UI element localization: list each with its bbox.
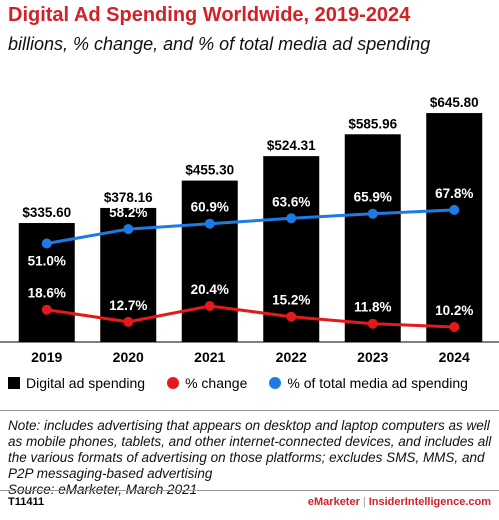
bar-value-label: $335.60: [22, 205, 71, 220]
change-point: [123, 316, 134, 327]
share-line: [46, 208, 455, 245]
change-point: [449, 322, 460, 332]
divider: [0, 410, 499, 411]
change-data-label: 12.7%: [109, 298, 147, 313]
share-data-label: 67.8%: [435, 186, 473, 201]
x-tick-label: 2021: [194, 349, 225, 365]
note-text: Note: includes advertising that appears …: [8, 418, 492, 481]
change-point: [204, 301, 215, 311]
share-point: [123, 224, 134, 235]
chart-id: T11411: [8, 496, 45, 508]
brand-insider: InsiderIntelligence.com: [368, 496, 491, 508]
bar-value-label: $585.96: [348, 116, 397, 131]
legend-swatch-bar: [8, 377, 20, 389]
source-text: Source: eMarketer, March 2021: [8, 482, 198, 497]
change-point: [41, 304, 52, 315]
change-point: [367, 318, 378, 329]
share-data-label: 51.0%: [28, 254, 66, 269]
share-point: [449, 204, 460, 215]
share-data-label: 60.9%: [191, 200, 229, 215]
share-data-label: 63.6%: [272, 194, 310, 209]
change-data-label: 15.2%: [272, 293, 310, 308]
bar-2024: [426, 113, 483, 342]
x-tick-label: 2023: [357, 349, 388, 365]
change-line: [46, 304, 455, 329]
legend-label: % of total media ad spending: [287, 375, 468, 391]
bar-value-label: $524.31: [267, 138, 316, 153]
bar-2022: [263, 156, 320, 342]
legend-item-change: % change: [167, 375, 247, 391]
chart-title: Digital Ad Spending Worldwide, 2019-2024: [8, 4, 411, 26]
x-tick-label: 2024: [439, 349, 470, 365]
share-data-label: 65.9%: [354, 190, 392, 205]
bar-value-label: $378.16: [104, 190, 153, 205]
chart-subtitle: billions, % change, and % of total media…: [8, 34, 431, 54]
change-data-label: 20.4%: [191, 282, 229, 297]
legend-item-digital-ad-spending: Digital ad spending: [8, 375, 145, 391]
share-data-label: 58.2%: [109, 205, 147, 220]
x-tick-label: 2022: [276, 349, 307, 365]
legend: Digital ad spending % change % of total …: [8, 374, 490, 392]
change-data-label: 18.6%: [28, 286, 66, 301]
brand-emarketer: eMarketer: [307, 496, 360, 508]
brand-separator: |: [362, 496, 366, 508]
change-point: [286, 311, 297, 322]
change-data-label: 10.2%: [435, 303, 473, 318]
bar-value-label: $455.30: [185, 163, 234, 178]
chart-note: Note: includes advertising that appears …: [8, 418, 493, 498]
legend-item-share: % of total media ad spending: [269, 375, 468, 391]
legend-swatch-share: [269, 377, 282, 389]
legend-swatch-change: [167, 377, 180, 389]
chart-area: $335.60 $378.16 $455.30 $524.31 $585.96 $645.…: [0, 95, 499, 365]
share-point: [367, 208, 378, 219]
legend-label: % change: [185, 375, 248, 391]
divider: [0, 490, 499, 491]
brand-credit: eMarketer | InsiderIntelligence.com: [308, 496, 491, 508]
change-data-label: 11.8%: [354, 300, 392, 315]
bar-2023: [344, 134, 401, 342]
share-point: [41, 238, 52, 249]
bar-2021: [181, 180, 238, 342]
legend-label: Digital ad spending: [26, 375, 146, 391]
share-point: [204, 218, 215, 229]
share-point: [286, 213, 297, 224]
bar-value-label: $645.80: [430, 95, 479, 110]
x-tick-label: 2020: [113, 349, 144, 365]
x-tick-label: 2019: [31, 349, 62, 365]
